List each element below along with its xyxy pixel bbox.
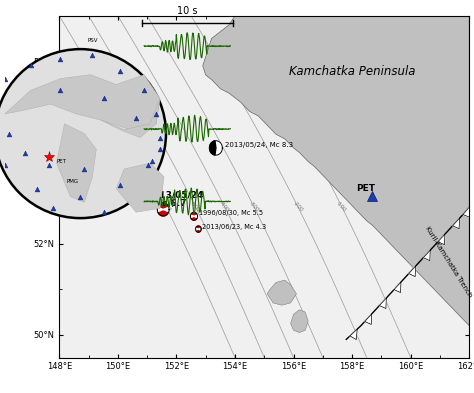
Polygon shape bbox=[291, 310, 308, 332]
Polygon shape bbox=[350, 329, 357, 340]
Polygon shape bbox=[379, 298, 386, 309]
Text: PSV: PSV bbox=[87, 38, 98, 43]
Polygon shape bbox=[203, 16, 469, 326]
Polygon shape bbox=[194, 215, 198, 218]
Text: Kuril-Kamchatka Trench: Kuril-Kamchatka Trench bbox=[424, 225, 473, 298]
Text: 2013/05/24, Mᴄ 8.3: 2013/05/24, Mᴄ 8.3 bbox=[225, 142, 293, 148]
Polygon shape bbox=[5, 75, 160, 130]
Polygon shape bbox=[157, 209, 169, 216]
Text: Mᴄ 6.7: Mᴄ 6.7 bbox=[153, 199, 186, 208]
Polygon shape bbox=[196, 226, 201, 229]
Polygon shape bbox=[100, 98, 160, 138]
Text: 2013/05/24: 2013/05/24 bbox=[147, 190, 203, 199]
Text: PMG: PMG bbox=[66, 179, 79, 184]
Text: Kamchatka Peninsula: Kamchatka Peninsula bbox=[289, 65, 415, 78]
Polygon shape bbox=[196, 228, 198, 230]
Text: -500: -500 bbox=[189, 200, 201, 213]
Polygon shape bbox=[196, 229, 201, 232]
Polygon shape bbox=[267, 280, 296, 305]
Text: -100: -100 bbox=[336, 200, 347, 213]
Polygon shape bbox=[191, 212, 198, 216]
Polygon shape bbox=[191, 212, 198, 220]
Polygon shape bbox=[210, 141, 222, 155]
Polygon shape bbox=[157, 207, 163, 212]
Circle shape bbox=[0, 49, 166, 218]
Polygon shape bbox=[463, 207, 470, 217]
Text: 2013/06/23, Mᴄ 4.3: 2013/06/23, Mᴄ 4.3 bbox=[202, 224, 266, 230]
Text: -300: -300 bbox=[247, 200, 260, 213]
Polygon shape bbox=[438, 234, 445, 245]
Text: PET: PET bbox=[56, 159, 66, 163]
Polygon shape bbox=[157, 203, 169, 209]
Polygon shape bbox=[56, 124, 96, 202]
Text: -200: -200 bbox=[292, 200, 303, 213]
Polygon shape bbox=[191, 216, 198, 220]
Polygon shape bbox=[409, 266, 416, 277]
Text: 10 s: 10 s bbox=[177, 6, 198, 16]
Polygon shape bbox=[191, 215, 194, 218]
Polygon shape bbox=[423, 250, 430, 261]
Polygon shape bbox=[116, 163, 164, 212]
Polygon shape bbox=[198, 228, 201, 230]
Text: 1996/08/30, Mᴄ 5.5: 1996/08/30, Mᴄ 5.5 bbox=[199, 210, 263, 217]
Polygon shape bbox=[453, 218, 459, 229]
Polygon shape bbox=[196, 226, 201, 232]
Polygon shape bbox=[210, 141, 216, 155]
Text: PET: PET bbox=[356, 184, 375, 193]
Polygon shape bbox=[394, 282, 401, 292]
Text: -600: -600 bbox=[160, 200, 172, 213]
Text: -400: -400 bbox=[219, 200, 230, 213]
Polygon shape bbox=[365, 314, 372, 325]
Polygon shape bbox=[163, 207, 169, 212]
Polygon shape bbox=[157, 203, 169, 216]
